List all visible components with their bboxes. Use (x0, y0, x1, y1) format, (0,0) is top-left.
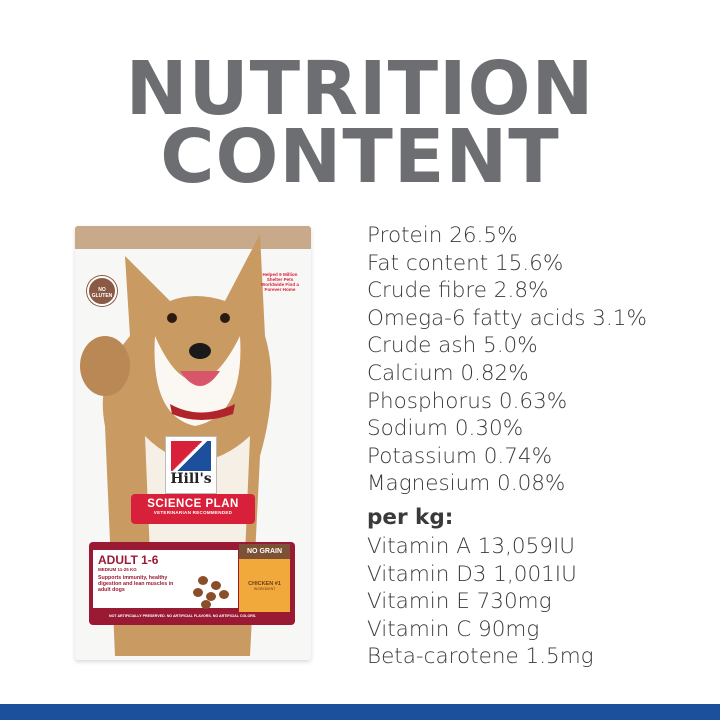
product-info-panel: ADULT 1-6 MEDIUM 11-25 KG Supports immun… (89, 542, 295, 625)
per-kg-heading: per kg: (367, 504, 454, 530)
bag-footer-text: NOT ARTIFICIALLY PRESERVED. NO ARTIFICIA… (109, 614, 257, 618)
size-label: MEDIUM 11-25 KG (98, 567, 137, 572)
science-plan-banner: SCIENCE PLAN VETERINARIAN RECOMMENDED (131, 494, 255, 524)
nutrient-item: Crude ash 5.0% (367, 333, 538, 359)
hills-logo: Hill's (165, 436, 217, 494)
nutrient-item: Sodium 0.30% (367, 416, 524, 442)
title-line-2: CONTENT (160, 114, 560, 200)
bottom-brand-bar (0, 704, 720, 720)
vitamin-item: Vitamin E 730mg (367, 589, 552, 615)
nutrient-item: Calcium 0.82% (367, 360, 529, 386)
nutrient-item: Phosphorus 0.63% (367, 388, 568, 414)
vitamin-item: Vitamin C 90mg (367, 616, 540, 642)
no-gluten-badge: NO GLUTEN (87, 276, 117, 306)
age-label: ADULT 1-6 (98, 553, 159, 567)
vitamin-item: Vitamin D3 1,001IU (367, 561, 577, 587)
nutrient-item: Fat content 15.6% (367, 250, 564, 276)
helped-shelter-text: Helped 9 Million Shelter Pets Worldwide … (261, 272, 299, 292)
vitamin-item: Vitamin A 13,059IU (367, 533, 576, 559)
nutrient-item: Protein 26.5% (367, 223, 518, 248)
title-line-1: NUTRITION (125, 46, 595, 132)
nutrition-list: Protein 26.5% Fat content 15.6% Crude fi… (367, 222, 647, 671)
benefit-text: Supports immunity, healthy digestion and… (98, 575, 174, 593)
nutrient-item: Magnesium 0.08% (367, 471, 566, 497)
product-bag-image: NO GLUTEN Helped 9 Million Shelter Pets … (75, 226, 311, 660)
vitamin-item: Beta-carotene 1.5mg (367, 644, 594, 670)
nutrient-item: Potassium 0.74% (367, 443, 553, 469)
bag-top-band (75, 226, 311, 249)
no-grain-badge: NO GRAIN CHICKEN #1 INGREDIENT (239, 544, 290, 612)
nutrient-item: Crude fibre 2.8% (367, 278, 549, 304)
nutrient-item: Omega-6 fatty acids 3.1% (367, 305, 647, 331)
